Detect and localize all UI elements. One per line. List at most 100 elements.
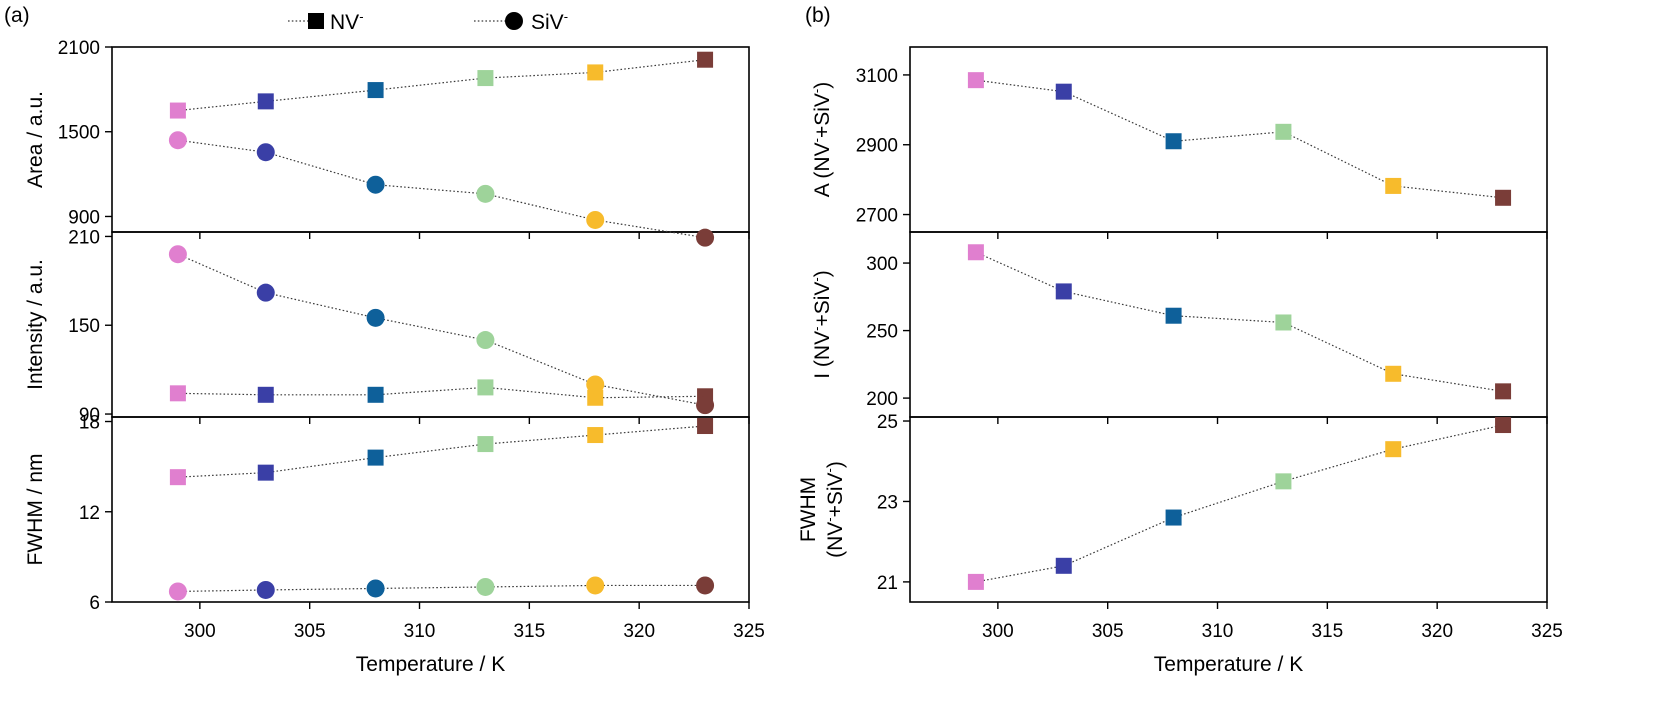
a-fwhm-xtick-label-4: 320 bbox=[623, 621, 655, 642]
a-area-ytick-label-1: 1500 bbox=[58, 123, 100, 144]
b-fwhm-ytick-label-2: 25 bbox=[877, 412, 898, 433]
a-intensity-ytick-label-0: 90 bbox=[79, 405, 100, 426]
a-fwhm-series-1-point-3 bbox=[476, 577, 495, 596]
b-area-ytick-label-0: 2700 bbox=[856, 206, 898, 227]
ylabel-b-fwhm-main: (NV bbox=[824, 522, 847, 558]
b-area-series-0-point-4 bbox=[1385, 177, 1402, 194]
panel-label-b: (b) bbox=[805, 4, 831, 27]
a-intensity-series-1-point-2 bbox=[366, 308, 385, 327]
ylabel-a-area: Area / a.u. bbox=[24, 91, 47, 188]
ylabel-a-intensity: Intensity / a.u. bbox=[24, 259, 47, 390]
b-intensity-series-0-line bbox=[975, 251, 1504, 392]
b-intensity-series-0-point-0 bbox=[967, 244, 984, 261]
a-fwhm-series-0-point-2 bbox=[367, 449, 384, 466]
legend-nv-sup: - bbox=[359, 9, 363, 24]
a-intensity-series-0-point-3 bbox=[477, 379, 494, 396]
b-fwhm-xtick-label-2: 310 bbox=[1202, 621, 1234, 642]
a-fwhm-xtick-label-3: 315 bbox=[513, 621, 545, 642]
a-intensity-series-0-point-0 bbox=[169, 385, 186, 402]
ylabel-b-fwhm-sup1: - bbox=[822, 517, 837, 521]
ylabel-b-fwhm-line2: (NV-+SiV-) bbox=[822, 461, 847, 558]
legend-nv-marker bbox=[308, 13, 324, 29]
a-fwhm-xtick-label-5: 325 bbox=[733, 621, 765, 642]
b-fwhm-series-0-point-2 bbox=[1165, 509, 1182, 526]
b-fwhm-ytick-label-1: 23 bbox=[877, 492, 898, 513]
chart-marks: 900 1500 2100 90 150 210 6 12 18 300 305 310 315 320 3… bbox=[58, 38, 1563, 642]
a-fwhm-ytick-label-1: 12 bbox=[79, 503, 100, 524]
a-intensity-series-0-line bbox=[177, 386, 706, 399]
b-area-series-0-point-5 bbox=[1495, 189, 1512, 206]
ylabel-b-intensity-sup1: - bbox=[809, 327, 824, 331]
legend-nv-text: NV bbox=[330, 11, 359, 34]
a-area-series-0-point-3 bbox=[477, 70, 494, 87]
plot-frame-a-intensity bbox=[111, 231, 750, 418]
a-intensity-series-1-line bbox=[177, 253, 706, 406]
ylabel-b-intensity-mid: +SiV bbox=[811, 282, 834, 327]
legend-siv-marker bbox=[505, 12, 523, 30]
a-intensity-series-0-point-2 bbox=[367, 386, 384, 403]
b-fwhm-xtick-label-4: 320 bbox=[1421, 621, 1453, 642]
a-fwhm-series-1-point-4 bbox=[586, 576, 605, 595]
ylabel-b-fwhm-mid: +SiV bbox=[824, 472, 847, 517]
a-area-series-1-point-2 bbox=[366, 175, 385, 194]
ylabel-b-intensity: I (NV-+SiV-) bbox=[809, 270, 834, 378]
a-fwhm-xtick-label-1: 305 bbox=[294, 621, 326, 642]
b-intensity-ytick-label-1: 250 bbox=[866, 322, 898, 343]
a-area-series-0-point-5 bbox=[697, 51, 714, 68]
plot-frame-b-area bbox=[909, 46, 1548, 233]
b-fwhm-xtick-label-5: 325 bbox=[1531, 621, 1563, 642]
plot-frame-a-area bbox=[111, 46, 750, 233]
a-fwhm-series-0-point-5 bbox=[697, 418, 714, 435]
a-area-series-0-point-0 bbox=[169, 102, 186, 119]
a-intensity-series-1-point-3 bbox=[476, 331, 495, 350]
b-intensity-series-0-point-2 bbox=[1165, 307, 1182, 324]
a-intensity-series-1-point-0 bbox=[168, 245, 187, 264]
plot-frame-b-intensity bbox=[909, 231, 1548, 418]
a-area-series-1-point-5 bbox=[696, 228, 715, 247]
b-area-ytick-label-2: 3100 bbox=[856, 66, 898, 87]
b-area-series-0-point-3 bbox=[1275, 123, 1292, 140]
a-area-series-1-point-0 bbox=[168, 131, 187, 150]
a-fwhm-series-0-point-3 bbox=[477, 436, 494, 453]
ylabel-b-fwhm-end: ) bbox=[824, 461, 847, 468]
ylabel-a-fwhm: FWHM / nm bbox=[24, 454, 47, 566]
ylabel-b-fwhm-line1: FWHM bbox=[797, 477, 820, 542]
b-fwhm-series-0-line bbox=[975, 424, 1504, 583]
ylabel-b-intensity-end: ) bbox=[811, 270, 834, 277]
b-intensity-ytick-label-0: 200 bbox=[866, 389, 898, 410]
b-area-series-0-line bbox=[975, 79, 1504, 199]
a-intensity-series-1-point-1 bbox=[256, 283, 275, 302]
a-fwhm-series-0-point-0 bbox=[169, 469, 186, 486]
a-intensity-series-0-point-1 bbox=[257, 386, 274, 403]
a-fwhm-ytick-label-0: 6 bbox=[89, 593, 100, 614]
xlabel-a: Temperature / K bbox=[356, 653, 505, 676]
b-fwhm-xtick-label-3: 315 bbox=[1311, 621, 1343, 642]
plot-frame-b-fwhm bbox=[909, 416, 1548, 603]
ylabel-b-area-mid: +SiV bbox=[811, 93, 834, 138]
legend-nv-label: NV- bbox=[330, 9, 364, 34]
ylabel-b-fwhm-sup2: - bbox=[822, 468, 837, 472]
b-area-ytick-label-1: 2900 bbox=[856, 136, 898, 157]
a-fwhm-xtick-label-0: 300 bbox=[184, 621, 216, 642]
legend: NV- SiV- bbox=[288, 9, 568, 34]
ylabel-b-area-sup2: - bbox=[809, 89, 824, 93]
a-fwhm-series-1-point-0 bbox=[168, 582, 187, 601]
a-intensity-series-1-point-5 bbox=[696, 396, 715, 415]
b-area-series-0-point-2 bbox=[1165, 133, 1182, 150]
ylabel-b-intensity-sup2: - bbox=[809, 277, 824, 281]
a-fwhm-xtick-label-2: 310 bbox=[404, 621, 436, 642]
a-area-series-0-point-1 bbox=[257, 93, 274, 110]
b-intensity-series-0-point-4 bbox=[1385, 365, 1402, 382]
a-fwhm-series-0-point-4 bbox=[587, 427, 604, 444]
panel-label-a: (a) bbox=[4, 4, 30, 27]
a-area-series-0-point-4 bbox=[587, 64, 604, 81]
a-area-series-0-line bbox=[177, 59, 706, 112]
legend-siv-sup: - bbox=[564, 9, 568, 24]
ylabel-b-intensity-main: I (NV bbox=[811, 331, 834, 379]
a-intensity-series-1-point-4 bbox=[586, 375, 605, 394]
a-area-series-1-point-1 bbox=[256, 143, 275, 162]
legend-siv-text: SiV bbox=[531, 11, 564, 34]
ylabel-b-area-main: A (NV bbox=[811, 142, 834, 197]
b-intensity-ytick-label-2: 300 bbox=[866, 254, 898, 275]
